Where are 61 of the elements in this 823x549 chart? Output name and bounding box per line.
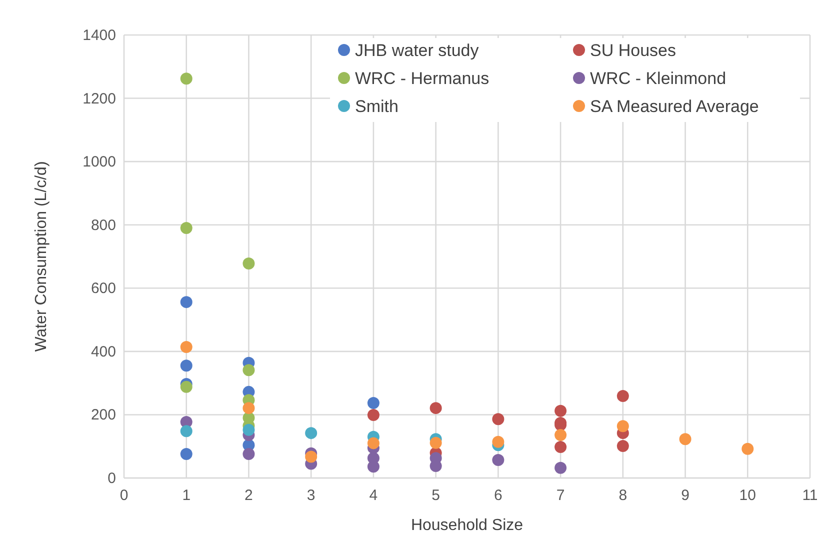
point [679, 433, 692, 446]
point [180, 341, 192, 353]
y-tick-label: 600 [90, 280, 116, 298]
legend-label: SU Houses [590, 41, 676, 60]
y-tick-label: 0 [108, 470, 116, 487]
point [554, 440, 567, 453]
legend-label: WRC - Kleinmond [590, 69, 726, 88]
point [616, 440, 629, 452]
y-tick-label: 1200 [82, 90, 116, 108]
point [492, 413, 504, 426]
point [242, 257, 255, 270]
point [242, 402, 255, 414]
legend-label: Smith [355, 97, 398, 116]
x-tick-label: 0 [120, 487, 128, 504]
x-tick-label: 2 [244, 487, 253, 504]
point [430, 402, 442, 414]
point [180, 72, 192, 85]
point [367, 397, 380, 410]
x-tick-label: 9 [681, 487, 690, 504]
x-tick-label: 6 [494, 487, 502, 504]
y-tick-label: 1000 [82, 154, 116, 171]
x-tick-label: 4 [369, 487, 378, 504]
x-tick-label: 10 [739, 487, 756, 504]
point [492, 454, 504, 466]
point [554, 462, 567, 474]
point [242, 448, 255, 460]
y-tick-label: 800 [90, 216, 116, 234]
point [180, 425, 192, 438]
legend-label: JHB water study [355, 41, 480, 60]
point [367, 409, 380, 422]
point [430, 436, 442, 449]
x-tick-label: 11 [802, 487, 818, 504]
y-axis-title: Water Consumption (L/c/d) [33, 161, 50, 352]
point [492, 436, 504, 448]
point [367, 460, 380, 473]
x-tick-label: 7 [556, 487, 565, 504]
point [616, 390, 629, 402]
x-tick-label: 3 [306, 487, 316, 504]
x-tick-label: 5 [432, 487, 440, 504]
point [554, 404, 567, 417]
point [305, 450, 318, 463]
point [180, 222, 192, 234]
y-tick-label: 200 [90, 406, 116, 424]
point [180, 380, 192, 393]
x-axis-title: Household Size [410, 517, 524, 534]
point [305, 427, 318, 440]
point [242, 364, 255, 376]
point [180, 360, 192, 372]
point [742, 442, 754, 455]
x-tick-label: 8 [618, 487, 628, 504]
x-tick-label: 1 [182, 487, 191, 504]
point [242, 424, 255, 436]
point [367, 437, 380, 450]
point [180, 296, 192, 308]
y-tick-label: 1400 [82, 27, 116, 44]
legend-label: WRC - Hermanus [355, 69, 490, 88]
point [616, 420, 629, 432]
point [554, 428, 567, 441]
y-tick-label: 400 [90, 343, 116, 360]
legend-label: SA Measured Average [590, 97, 759, 116]
point [180, 448, 192, 460]
